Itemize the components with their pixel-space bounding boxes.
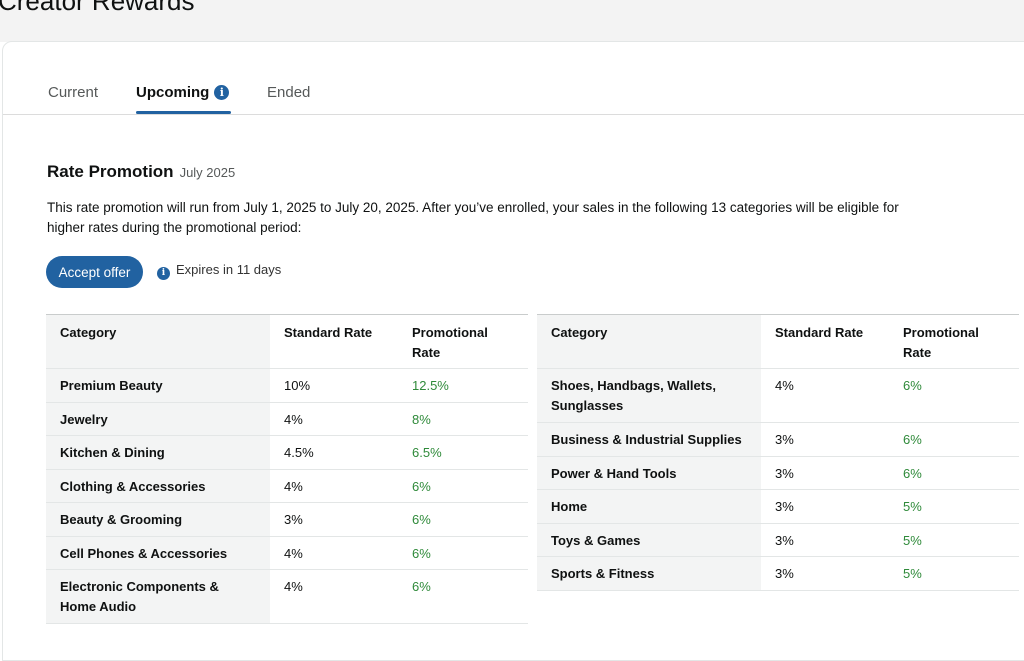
header-standard-rate: Standard Rate bbox=[761, 314, 889, 369]
info-icon[interactable]: i bbox=[214, 85, 230, 100]
header-category: Category bbox=[46, 314, 270, 369]
table-row: Power & Hand Tools 3% 6% bbox=[537, 456, 1019, 490]
category-cell: Beauty & Grooming bbox=[46, 502, 270, 537]
tab-bar: Current Upcoming i Ended bbox=[3, 42, 1024, 115]
tab-current-label: Current bbox=[48, 84, 99, 101]
standard-rate-cell: 4% bbox=[270, 469, 398, 503]
table-row: Shoes, Handbags, Wallets, Sunglasses 4% 6% bbox=[537, 368, 1019, 423]
table-row: Premium Beauty 10% 12.5% bbox=[46, 368, 528, 403]
rates-table-left: Category Standard Rate Promotional Rate … bbox=[46, 314, 528, 624]
category-cell: Shoes, Handbags, Wallets, Sunglasses bbox=[537, 368, 761, 423]
rates-table-right: Category Standard Rate Promotional Rate … bbox=[537, 314, 1019, 591]
header-promotional-rate: Promotional Rate bbox=[398, 314, 528, 369]
tab-ended-label: Ended bbox=[267, 84, 311, 101]
category-cell: Sports & Fitness bbox=[537, 556, 761, 591]
table-header-row: Category Standard Rate Promotional Rate bbox=[46, 314, 528, 369]
standard-rate-cell: 3% bbox=[761, 489, 889, 524]
promotional-rate-cell: 6% bbox=[398, 536, 528, 570]
standard-rate-cell: 4% bbox=[270, 402, 398, 436]
page-title: Creator Rewards bbox=[0, 0, 195, 16]
accept-offer-button[interactable]: Accept offer bbox=[46, 256, 143, 288]
table-row: Electronic Components & Home Audio 4% 6% bbox=[46, 569, 528, 624]
header-category: Category bbox=[537, 314, 761, 369]
header-promotional-rate: Promotional Rate bbox=[889, 314, 1019, 369]
promotion-description: This rate promotion will run from July 1… bbox=[47, 200, 899, 235]
standard-rate-cell: 10% bbox=[270, 368, 398, 403]
expiry-text: Expires in 11 days bbox=[176, 262, 282, 277]
table-row: Jewelry 4% 8% bbox=[46, 402, 528, 436]
top-bar: Creator Rewards bbox=[0, 0, 1024, 42]
header-standard-rate: Standard Rate bbox=[270, 314, 398, 369]
table-header-row: Category Standard Rate Promotional Rate bbox=[537, 314, 1019, 369]
promotional-rate-cell: 6% bbox=[398, 569, 528, 624]
active-tab-indicator bbox=[136, 111, 231, 114]
category-cell: Jewelry bbox=[46, 402, 270, 436]
promotional-rate-cell: 6% bbox=[889, 422, 1019, 457]
promotional-rate-cell: 5% bbox=[889, 489, 1019, 524]
category-cell: Toys & Games bbox=[537, 523, 761, 557]
category-cell: Power & Hand Tools bbox=[537, 456, 761, 490]
tab-upcoming[interactable]: Upcoming i bbox=[136, 84, 230, 101]
tab-ended[interactable]: Ended bbox=[267, 84, 310, 101]
promotional-rate-cell: 6% bbox=[398, 469, 528, 503]
standard-rate-cell: 4% bbox=[270, 569, 398, 624]
tab-current[interactable]: Current bbox=[48, 84, 98, 101]
promotion-heading: Rate Promotion July 2025 bbox=[47, 162, 235, 182]
promotional-rate-cell: 12.5% bbox=[398, 368, 528, 403]
standard-rate-cell: 3% bbox=[761, 523, 889, 557]
standard-rate-cell: 4.5% bbox=[270, 435, 398, 470]
table-row: Business & Industrial Supplies 3% 6% bbox=[537, 422, 1019, 457]
promotional-rate-cell: 6.5% bbox=[398, 435, 528, 470]
table-row: Sports & Fitness 3% 5% bbox=[537, 556, 1019, 591]
promotion-title: Rate Promotion bbox=[47, 162, 174, 181]
table-row: Clothing & Accessories 4% 6% bbox=[46, 469, 528, 503]
promotional-rate-cell: 6% bbox=[398, 502, 528, 537]
category-cell: Premium Beauty bbox=[46, 368, 270, 403]
standard-rate-cell: 3% bbox=[761, 456, 889, 490]
category-cell: Kitchen & Dining bbox=[46, 435, 270, 470]
standard-rate-cell: 3% bbox=[270, 502, 398, 537]
rewards-card: Current Upcoming i Ended Rate Promotion Ju… bbox=[2, 41, 1024, 661]
table-row: Cell Phones & Accessories 4% 6% bbox=[46, 536, 528, 570]
standard-rate-cell: 4% bbox=[761, 368, 889, 423]
promotional-rate-cell: 5% bbox=[889, 523, 1019, 557]
category-cell: Cell Phones & Accessories bbox=[46, 536, 270, 570]
category-cell: Business & Industrial Supplies bbox=[537, 422, 761, 457]
table-row: Home 3% 5% bbox=[537, 489, 1019, 524]
promotional-rate-cell: 5% bbox=[889, 556, 1019, 591]
expiry-notice: i Expires in 11 days bbox=[157, 262, 281, 280]
promotional-rate-cell: 6% bbox=[889, 456, 1019, 490]
standard-rate-cell: 3% bbox=[761, 556, 889, 591]
tab-upcoming-label: Upcoming bbox=[136, 84, 210, 101]
category-cell: Home bbox=[537, 489, 761, 524]
category-cell: Clothing & Accessories bbox=[46, 469, 270, 503]
table-row: Toys & Games 3% 5% bbox=[537, 523, 1019, 557]
promotional-rate-cell: 8% bbox=[398, 402, 528, 436]
standard-rate-cell: 4% bbox=[270, 536, 398, 570]
promotion-date: July 2025 bbox=[179, 165, 236, 180]
standard-rate-cell: 3% bbox=[761, 422, 889, 457]
table-row: Kitchen & Dining 4.5% 6.5% bbox=[46, 435, 528, 470]
promotional-rate-cell: 6% bbox=[889, 368, 1019, 423]
category-cell: Electronic Components & Home Audio bbox=[46, 569, 270, 624]
info-icon: i bbox=[157, 267, 170, 280]
table-row: Beauty & Grooming 3% 6% bbox=[46, 502, 528, 537]
